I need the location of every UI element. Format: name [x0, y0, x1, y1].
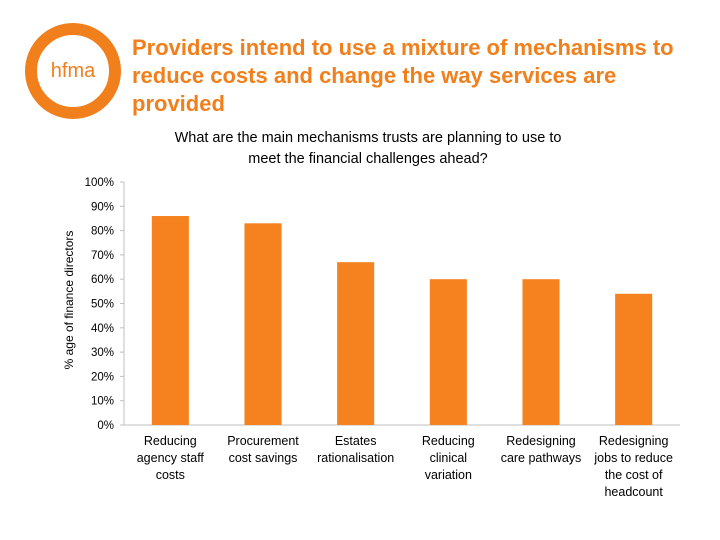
- logo-text: hfma: [51, 60, 96, 82]
- logo-ring: [25, 23, 121, 119]
- x-tick-label: cost savings: [229, 451, 298, 465]
- x-tick-label: care pathways: [501, 451, 582, 465]
- x-tick-label: Reducing: [422, 434, 475, 448]
- y-tick-label: 50%: [91, 299, 114, 311]
- x-tick-label: costs: [156, 468, 185, 482]
- x-tick-label: jobs to reduce: [593, 451, 673, 465]
- y-tick-label: 10%: [91, 396, 114, 408]
- x-tick-label: clinical: [430, 451, 468, 465]
- x-tick-label: Redesigning: [599, 434, 669, 448]
- bar: [337, 262, 375, 425]
- y-tick-label: 100%: [85, 177, 114, 189]
- x-tick-label: rationalisation: [317, 451, 394, 465]
- bar: [151, 216, 189, 425]
- x-tick-label: Redesigning: [506, 434, 576, 448]
- hfma-logo: hfma: [25, 23, 121, 119]
- x-tick-label: agency staff: [137, 451, 205, 465]
- y-axis-label: % age of finance directors: [62, 231, 76, 370]
- y-tick-label: 70%: [91, 250, 114, 262]
- bar: [522, 279, 560, 425]
- axes: 0% 10% 20% 30% 40% 50% 60% 70% 80% 90% 100%: [85, 177, 680, 432]
- bars-group: [151, 216, 653, 425]
- bar: [429, 279, 467, 425]
- y-tick-label: 60%: [91, 274, 114, 286]
- y-tick-label: 20%: [91, 371, 114, 383]
- y-tick-label: 80%: [91, 226, 114, 238]
- bar: [244, 223, 282, 425]
- slide-title: Providers intend to use a mixture of mec…: [132, 35, 674, 116]
- bar: [615, 293, 653, 425]
- y-tick-label: 90%: [91, 201, 114, 213]
- chart-title-line-2: meet the financial challenges ahead?: [248, 151, 487, 167]
- x-tick-label: headcount: [604, 485, 663, 499]
- x-tick-label: Reducing: [144, 434, 197, 448]
- x-tick-label: variation: [425, 468, 472, 482]
- x-tick-label: Procurement: [227, 434, 299, 448]
- y-tick-label: 0%: [97, 420, 114, 432]
- chart-title-line-1: What are the main mechanisms trusts are …: [175, 130, 562, 146]
- y-tick-label: 30%: [91, 347, 114, 359]
- category-labels: Reducing agency staff costs Procurement cost…: [137, 434, 673, 499]
- y-tick-label: 40%: [91, 323, 114, 335]
- x-tick-label: the cost of: [605, 468, 663, 482]
- x-tick-label: Estates: [335, 434, 377, 448]
